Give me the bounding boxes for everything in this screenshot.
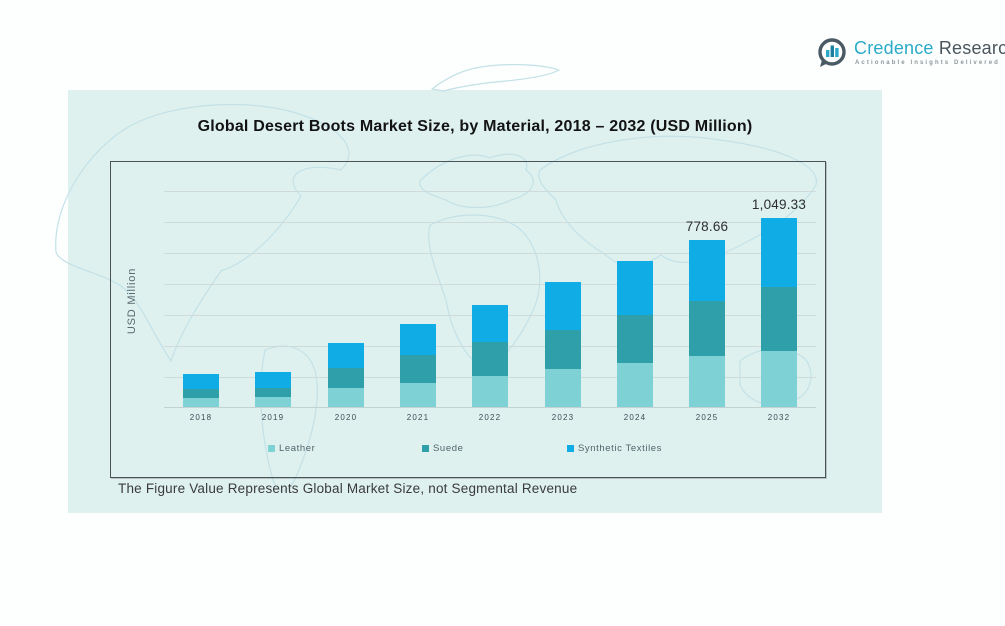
legend-item-leather: Leather	[268, 443, 315, 454]
x-tick-2032: 2032	[767, 413, 791, 422]
stacked-bar-2020	[328, 343, 364, 407]
legend-swatch	[268, 445, 275, 452]
legend-label: Leather	[279, 443, 316, 454]
bar-segment	[183, 388, 219, 398]
bar-segment	[400, 383, 436, 407]
data-label-2032: 1,049.33	[751, 197, 807, 212]
bar-segment	[689, 300, 725, 356]
x-tick-2025: 2025	[695, 413, 719, 422]
bar-segment	[617, 260, 653, 315]
bar-segment	[328, 343, 364, 368]
bar-segment	[328, 388, 364, 407]
brand-logo: Credence Research Actionable Insights De…	[816, 36, 1005, 74]
brand-name: Credence Research	[854, 38, 1005, 59]
brand-name-primary: Credence	[854, 38, 934, 58]
bar-segment	[689, 239, 725, 301]
legend-label: Suede	[433, 443, 464, 454]
x-tick-2022: 2022	[478, 413, 502, 422]
bar-segment	[255, 388, 291, 397]
stacked-bar-2025	[689, 239, 725, 407]
stacked-bar-2022	[472, 304, 508, 407]
stacked-bar-2023	[545, 282, 581, 407]
x-tick-2023: 2023	[551, 413, 575, 422]
gridline	[164, 191, 816, 192]
plot-area: 2018 2019 2020 2021 2022 2023 2024 778.66 2025 1,…	[111, 162, 825, 477]
legend-item-synthetic-textiles: Synthetic Textiles	[567, 443, 662, 454]
chart-title: Global Desert Boots Market Size, by Mate…	[197, 118, 753, 135]
bar-segment	[400, 323, 436, 355]
bar-segment	[183, 397, 219, 407]
legend-item-suede: Suede	[422, 443, 463, 454]
footer-note: The Figure Value Represents Global Marke…	[118, 481, 578, 496]
legend: Leather Suede Synthetic Textiles	[111, 443, 825, 457]
bar-segment	[328, 367, 364, 388]
x-tick-2019: 2019	[261, 413, 285, 422]
data-label-2025: 778.66	[685, 218, 729, 234]
bar-segment	[545, 329, 581, 369]
stacked-bar-2032	[761, 218, 797, 407]
bar-segment	[617, 363, 653, 407]
bar-segment	[183, 374, 219, 389]
bar-segment	[545, 369, 581, 407]
bar-segment	[255, 372, 291, 388]
y-axis-label: USD Million	[126, 267, 138, 335]
bar-segment	[761, 350, 797, 407]
x-axis-line	[164, 407, 816, 408]
x-tick-2024: 2024	[623, 413, 647, 422]
brand-tagline: Actionable Insights Delivered	[855, 60, 1000, 66]
brand-name-secondary: Research	[938, 38, 1005, 58]
x-tick-2018: 2018	[189, 413, 213, 422]
legend-label: Synthetic Textiles	[578, 443, 663, 454]
bar-segment	[400, 355, 436, 383]
chart-frame: 2018 2019 2020 2021 2022 2023 2024 778.66 2025 1,…	[110, 161, 826, 478]
bar-segment	[255, 397, 291, 407]
bar-segment	[545, 282, 581, 330]
legend-swatch	[422, 445, 429, 452]
stacked-bar-2024	[617, 260, 653, 407]
bar-segment	[472, 304, 508, 342]
stacked-bar-2019	[255, 372, 291, 407]
bar-segment	[761, 218, 797, 287]
brand-logo-icon	[818, 38, 846, 67]
bar-segment	[472, 342, 508, 376]
x-tick-2020: 2020	[334, 413, 358, 422]
stacked-bar-2021	[400, 323, 436, 407]
stacked-bar-2018	[183, 374, 219, 407]
bar-segment	[689, 356, 725, 407]
bar-segment	[617, 314, 653, 363]
x-tick-2021: 2021	[406, 413, 430, 422]
legend-swatch	[567, 445, 574, 452]
bar-segment	[761, 287, 797, 351]
bar-segment	[472, 375, 508, 407]
